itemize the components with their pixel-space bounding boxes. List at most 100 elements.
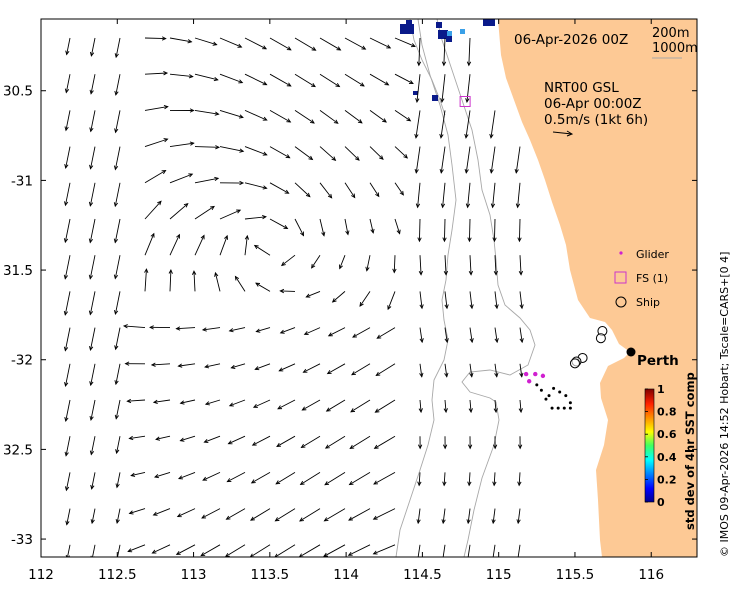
current-arrow bbox=[276, 435, 296, 447]
current-arrow bbox=[115, 472, 121, 489]
current-arrow bbox=[89, 436, 96, 456]
current-arrow bbox=[319, 146, 337, 161]
current-arrow bbox=[440, 74, 446, 104]
current-arrow bbox=[414, 146, 421, 174]
current-arrow bbox=[244, 234, 250, 256]
track-point bbox=[544, 397, 548, 401]
current-arrow bbox=[344, 110, 363, 124]
track-point bbox=[558, 390, 562, 394]
current-arrow bbox=[294, 37, 317, 51]
current-arrow bbox=[194, 205, 215, 220]
current-arrow bbox=[419, 327, 424, 344]
x-tick-label: 114.5 bbox=[403, 567, 442, 583]
x-tick-label: 114 bbox=[333, 567, 359, 583]
colorbar-tick-label: 0 bbox=[657, 496, 665, 509]
current-arrow bbox=[347, 544, 371, 556]
current-arrow bbox=[228, 327, 246, 333]
current-arrow bbox=[444, 291, 449, 310]
track-point bbox=[535, 383, 539, 387]
current-arrow bbox=[219, 209, 242, 220]
current-arrow bbox=[113, 255, 121, 280]
current-arrow bbox=[144, 105, 169, 111]
current-arrow bbox=[441, 508, 446, 525]
current-arrow bbox=[115, 508, 121, 525]
current-arrow bbox=[518, 399, 523, 414]
current-arrow bbox=[253, 244, 271, 256]
current-arrow bbox=[299, 472, 321, 486]
current-arrow bbox=[64, 436, 71, 457]
current-arrow bbox=[444, 363, 449, 378]
current-arrow bbox=[63, 218, 71, 244]
perth-marker bbox=[626, 347, 636, 357]
current-arrow bbox=[415, 182, 421, 209]
y-tick-label: -31 bbox=[11, 173, 33, 189]
current-arrow bbox=[155, 435, 171, 441]
current-arrow bbox=[442, 218, 447, 243]
current-arrow bbox=[348, 472, 371, 486]
current-arrow bbox=[359, 291, 371, 307]
current-arrow bbox=[300, 435, 321, 448]
current-arrow bbox=[113, 218, 121, 244]
current-arrow bbox=[90, 508, 96, 525]
current-arrow bbox=[467, 544, 471, 557]
current-arrow bbox=[319, 182, 333, 199]
current-arrow bbox=[203, 435, 221, 443]
track-point bbox=[539, 388, 543, 392]
current-arrow bbox=[64, 182, 71, 207]
current-arrow bbox=[169, 203, 189, 220]
current-arrow bbox=[114, 37, 121, 59]
current-arrow bbox=[228, 399, 246, 407]
current-arrow bbox=[279, 288, 296, 294]
current-arrow bbox=[517, 218, 522, 243]
track-point bbox=[550, 406, 554, 410]
current-arrow bbox=[344, 182, 356, 199]
current-arrow bbox=[439, 110, 446, 139]
plot-frame bbox=[40, 18, 698, 558]
current-arrow bbox=[372, 508, 396, 520]
current-arrow bbox=[127, 544, 146, 553]
current-arrow bbox=[269, 73, 292, 87]
product-time: 06-Apr 00:00Z bbox=[544, 96, 642, 112]
current-arrow bbox=[344, 218, 350, 236]
current-arrow bbox=[169, 37, 193, 44]
current-arrow bbox=[269, 146, 291, 159]
current-arrow bbox=[144, 36, 167, 41]
current-arrow bbox=[352, 327, 371, 338]
current-arrow bbox=[113, 291, 121, 316]
current-arrow bbox=[311, 254, 321, 269]
current-arrow bbox=[244, 215, 267, 220]
current-arrow bbox=[417, 544, 421, 557]
current-arrow bbox=[464, 110, 471, 139]
current-arrow bbox=[323, 508, 346, 522]
colorbar-tick-label: 1 bbox=[657, 383, 665, 396]
glider-marker bbox=[526, 379, 532, 384]
current-arrow bbox=[88, 291, 96, 316]
current-arrow bbox=[150, 362, 171, 367]
current-arrow bbox=[442, 472, 447, 487]
current-arrow bbox=[277, 399, 296, 410]
current-arrow bbox=[491, 508, 496, 525]
current-arrow bbox=[179, 399, 196, 405]
current-arrow bbox=[301, 399, 321, 411]
current-arrow bbox=[250, 472, 271, 484]
track-point bbox=[562, 406, 566, 410]
y-tick-label: 31.5 bbox=[3, 263, 33, 279]
current-arrow bbox=[392, 255, 397, 274]
current-arrow bbox=[294, 218, 304, 237]
track-point bbox=[564, 394, 568, 398]
current-arrow bbox=[64, 110, 71, 132]
current-arrow bbox=[201, 508, 221, 519]
current-arrow bbox=[394, 182, 404, 196]
current-arrow bbox=[269, 182, 290, 194]
isobath-shelf bbox=[409, 19, 446, 116]
current-arrow bbox=[280, 254, 296, 267]
current-arrow bbox=[90, 544, 96, 557]
current-arrow bbox=[115, 436, 121, 455]
current-arrow bbox=[516, 508, 521, 525]
current-arrow bbox=[149, 325, 171, 330]
current-arrow bbox=[144, 200, 162, 220]
current-arrow bbox=[319, 37, 342, 51]
glider-marker bbox=[523, 371, 529, 377]
current-arrow bbox=[225, 508, 246, 520]
current-arrow bbox=[88, 255, 96, 280]
